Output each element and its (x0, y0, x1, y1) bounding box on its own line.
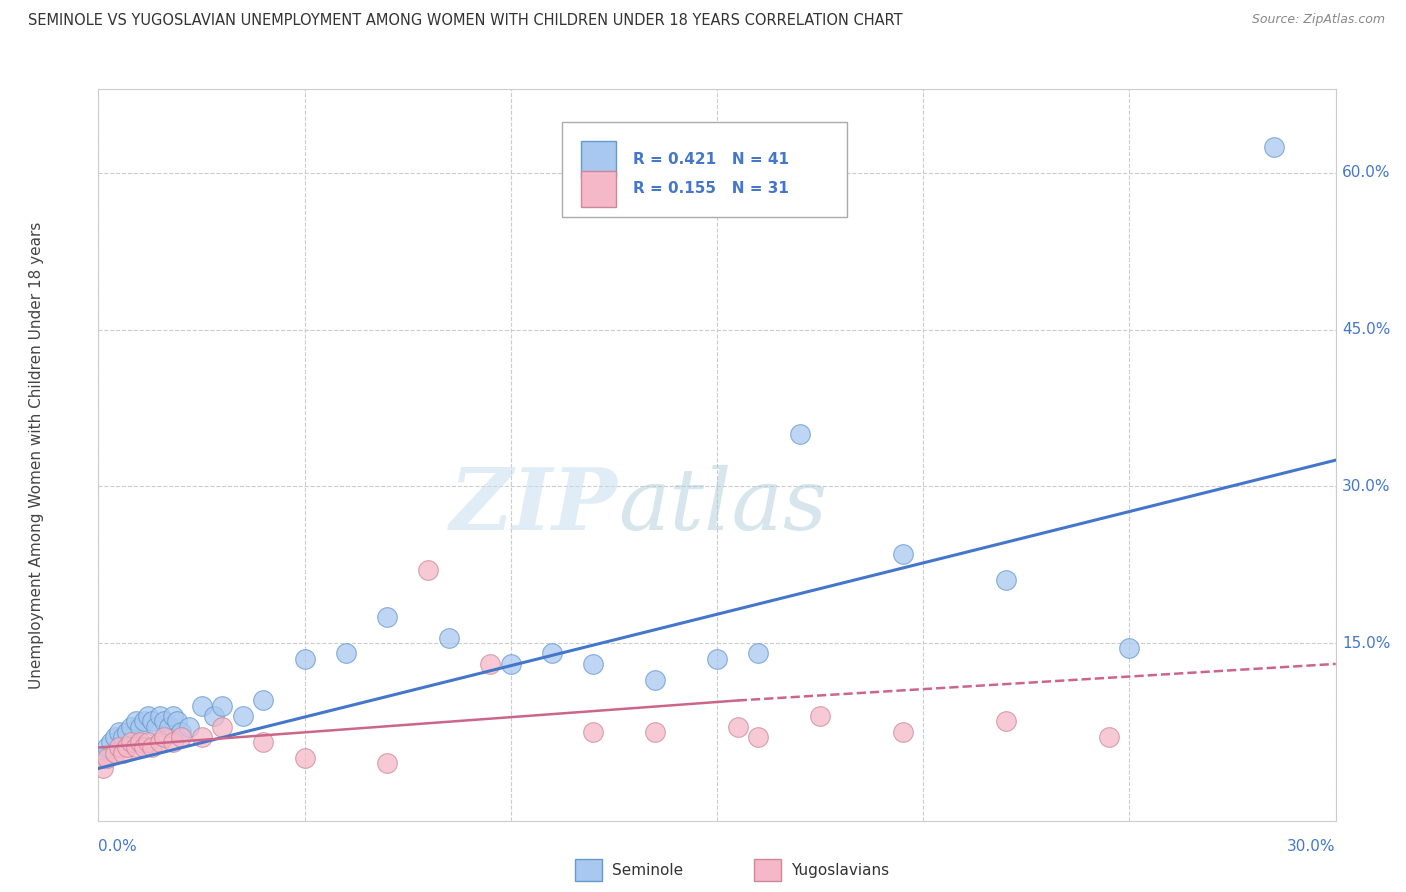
Point (149, 735, 172, 749)
Point (294, 651, 316, 665)
Point (294, 751, 316, 765)
Point (437, 631, 460, 645)
Point (170, 724, 193, 739)
Point (96, 751, 118, 765)
Text: atlas: atlas (619, 465, 827, 548)
Point (91, 761, 114, 775)
Point (166, 714, 188, 729)
Text: Yugoslavians: Yugoslavians (792, 863, 890, 878)
Point (136, 735, 159, 749)
Text: 60.0%: 60.0% (1341, 165, 1391, 180)
Point (211, 720, 233, 734)
Text: Source: ZipAtlas.com: Source: ZipAtlas.com (1251, 13, 1385, 27)
Point (104, 746, 127, 760)
Point (418, 563, 440, 577)
FancyBboxPatch shape (754, 859, 782, 881)
Point (644, 673, 666, 687)
Point (479, 657, 502, 671)
Point (112, 746, 135, 760)
FancyBboxPatch shape (581, 141, 616, 178)
Text: 45.0%: 45.0% (1341, 322, 1391, 337)
Point (499, 657, 522, 671)
Point (727, 720, 749, 734)
Point (170, 730, 193, 744)
Point (124, 714, 146, 729)
Point (211, 698, 233, 713)
Point (128, 720, 150, 734)
Point (232, 709, 254, 723)
Point (582, 657, 605, 671)
Point (120, 735, 142, 749)
Point (141, 714, 163, 729)
Point (108, 740, 131, 755)
Point (375, 610, 398, 624)
Text: 15.0%: 15.0% (1341, 635, 1391, 650)
Text: SEMINOLE VS YUGOSLAVIAN UNEMPLOYMENT AMONG WOMEN WITH CHILDREN UNDER 18 YEARS CO: SEMINOLE VS YUGOSLAVIAN UNEMPLOYMENT AMO… (28, 13, 903, 29)
Point (145, 720, 167, 734)
Point (644, 724, 666, 739)
Point (153, 730, 176, 744)
Point (706, 651, 728, 665)
Point (112, 730, 135, 744)
Point (808, 709, 831, 723)
Point (375, 756, 398, 771)
Point (149, 709, 172, 723)
Point (789, 427, 811, 442)
Point (108, 724, 131, 739)
Point (747, 730, 769, 744)
Point (335, 647, 357, 661)
Point (153, 714, 176, 729)
Point (252, 735, 274, 749)
Point (252, 693, 274, 707)
Text: R = 0.421   N = 41: R = 0.421 N = 41 (633, 152, 789, 167)
FancyBboxPatch shape (581, 170, 616, 207)
Point (190, 730, 212, 744)
Point (190, 698, 212, 713)
Point (994, 574, 1017, 588)
Point (96, 740, 118, 755)
Point (162, 709, 184, 723)
FancyBboxPatch shape (562, 122, 846, 218)
Text: Unemployment Among Women with Children Under 18 years: Unemployment Among Women with Children U… (30, 221, 44, 689)
Point (1118, 641, 1140, 656)
Point (541, 647, 564, 661)
Text: 30.0%: 30.0% (1288, 838, 1336, 854)
Point (132, 714, 155, 729)
Point (891, 547, 914, 561)
Point (1263, 139, 1285, 153)
Point (891, 724, 914, 739)
Text: Seminole: Seminole (612, 863, 683, 878)
Point (202, 709, 225, 723)
Point (124, 740, 146, 755)
Point (157, 720, 180, 734)
Point (132, 740, 155, 755)
Point (100, 735, 122, 749)
Point (141, 740, 163, 755)
Point (994, 714, 1017, 729)
FancyBboxPatch shape (575, 859, 602, 881)
Point (117, 724, 139, 739)
Point (117, 740, 139, 755)
Point (136, 709, 159, 723)
Point (120, 720, 142, 734)
Point (747, 647, 769, 661)
Text: R = 0.155   N = 31: R = 0.155 N = 31 (633, 181, 789, 196)
Point (1098, 730, 1121, 744)
Text: ZIP: ZIP (450, 465, 619, 548)
Point (104, 730, 127, 744)
Point (91, 751, 114, 765)
Point (582, 724, 605, 739)
Point (128, 735, 150, 749)
Point (162, 735, 184, 749)
Text: 30.0%: 30.0% (1341, 479, 1391, 494)
Text: 0.0%: 0.0% (98, 838, 138, 854)
Point (179, 720, 201, 734)
